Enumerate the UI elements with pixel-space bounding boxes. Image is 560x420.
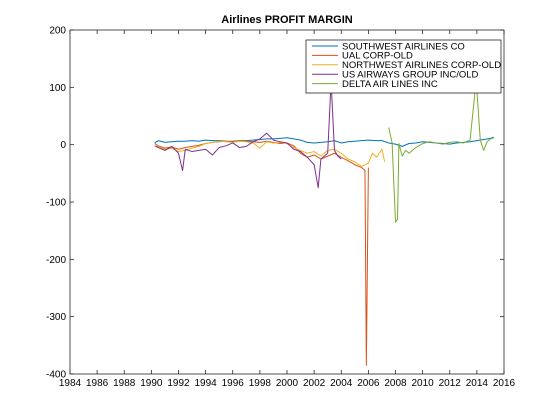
x-tick-label: 2014 [466, 378, 489, 389]
legend-label: SOUTHWEST AIRLINES CO [342, 41, 465, 52]
x-tick-label: 2000 [276, 378, 299, 389]
x-tick-label: 1988 [113, 378, 136, 389]
y-tick-label: -300 [46, 312, 66, 323]
series-lines [154, 81, 494, 366]
x-tick-label: 2010 [412, 378, 435, 389]
x-tick-label: 2008 [384, 378, 407, 389]
x-tick-label: 1994 [195, 378, 218, 389]
legend-box [305, 39, 502, 94]
y-tick-label: -400 [46, 370, 66, 381]
x-tick-label: 1984 [59, 378, 82, 389]
x-tick-label: 2002 [303, 378, 326, 389]
x-tick-label: 1996 [222, 378, 245, 389]
legend-label: US AIRWAYS GROUP INC/OLD [342, 70, 479, 81]
x-tick-label: 1990 [140, 378, 163, 389]
chart-title: Airlines PROFIT MARGIN [221, 14, 352, 26]
series-line-5 [388, 89, 494, 223]
legend-label: NORTHWEST AIRLINES CORP-OLD [342, 60, 501, 71]
legend-label: DELTA AIR LINES INC [342, 79, 438, 90]
y-tick-label: 100 [49, 83, 66, 94]
x-tick-label: 1992 [167, 378, 190, 389]
series-line-2 [154, 140, 369, 366]
y-tick-label: 200 [49, 26, 66, 37]
y-tick-label: 0 [60, 140, 66, 151]
y-tick-label: -200 [46, 255, 66, 266]
x-tick-label: 1986 [86, 378, 109, 389]
series-line-3 [154, 140, 386, 167]
legend-label: UAL CORP-OLD [342, 51, 413, 62]
x-tick-label: 1998 [249, 378, 272, 389]
y-tick-label: -100 [46, 198, 66, 209]
series-line-4 [154, 81, 342, 189]
x-tick-label: 2004 [330, 378, 353, 389]
axis-ticks: 1984 1986 1988 1990 1992 1994 1996 1998 2000 2002… [46, 26, 516, 390]
series-line-1 [154, 136, 494, 147]
x-tick-label: 2006 [357, 378, 380, 389]
x-tick-label: 2012 [439, 378, 462, 389]
x-tick-label: 2016 [493, 378, 516, 389]
